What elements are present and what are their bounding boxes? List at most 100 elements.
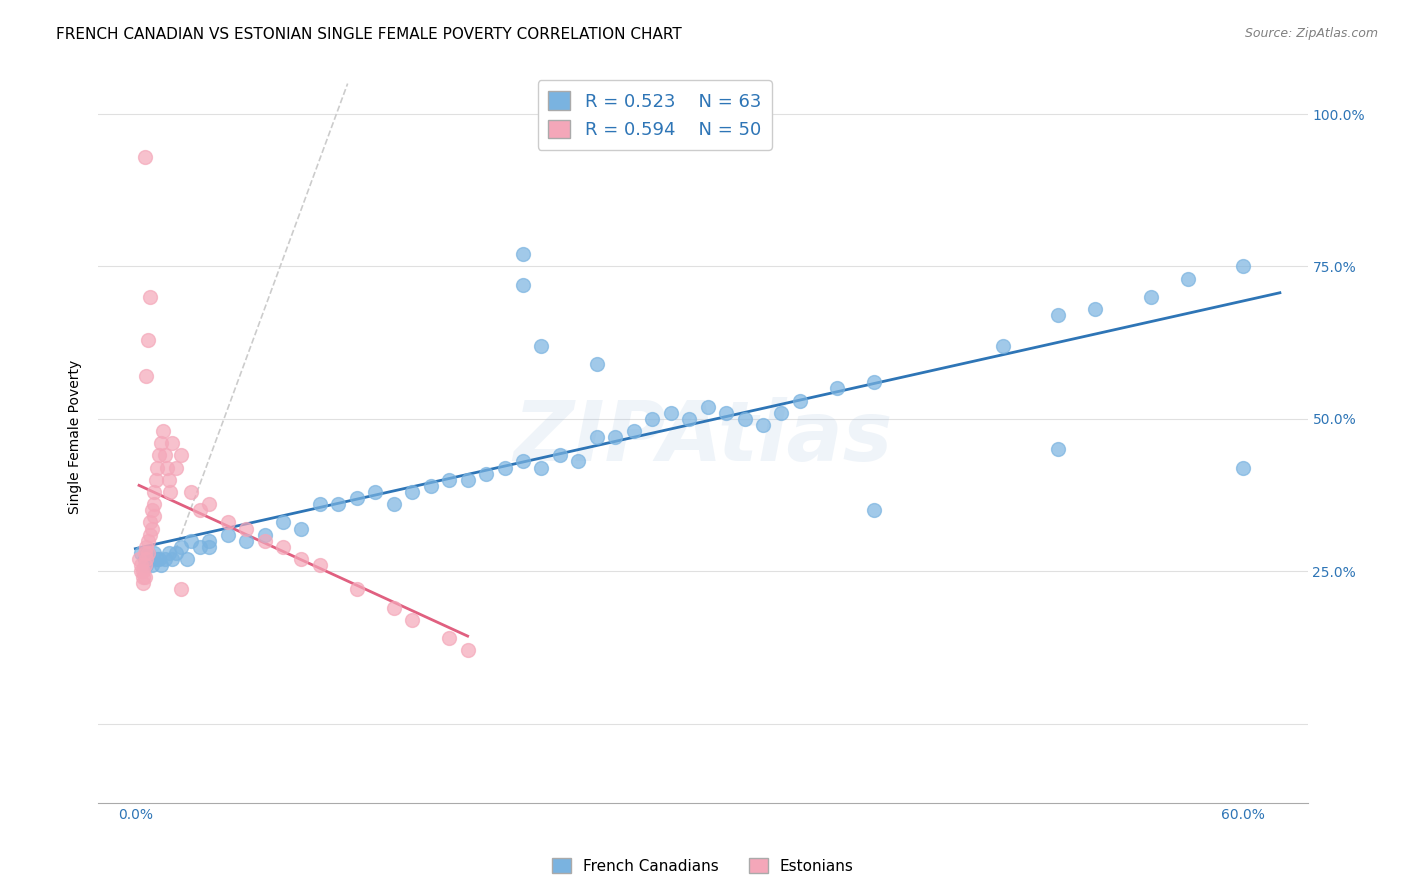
Point (128, 552, 150, 566)
Point (148, 552, 170, 566)
Point (862, 376, 884, 390)
Point (475, 467, 498, 481)
Point (271, 516, 294, 530)
Point (132, 564, 155, 578)
Point (162, 552, 184, 566)
Point (136, 546, 159, 560)
Point (862, 503, 884, 517)
Point (170, 582, 193, 597)
Point (132, 576, 155, 591)
Point (139, 552, 162, 566)
Point (150, 558, 173, 573)
Point (512, 247, 534, 261)
Point (198, 497, 221, 511)
Point (139, 516, 162, 530)
Point (586, 430, 609, 444)
Point (328, 497, 350, 511)
Point (217, 516, 239, 530)
Point (132, 570, 155, 584)
Point (1084, 301, 1107, 317)
Point (162, 436, 184, 450)
Point (136, 533, 159, 548)
Point (991, 339, 1014, 353)
Point (641, 412, 664, 426)
Point (135, 558, 157, 573)
Point (567, 454, 589, 468)
Text: Source: ZipAtlas.com: Source: ZipAtlas.com (1244, 27, 1378, 40)
Point (146, 460, 169, 475)
Point (494, 460, 516, 475)
Point (1139, 290, 1161, 304)
Point (180, 485, 202, 500)
Point (217, 527, 239, 541)
Point (135, 540, 157, 554)
Point (419, 479, 441, 493)
Text: ZIPAtlas: ZIPAtlas (513, 397, 893, 477)
Point (714, 406, 737, 420)
Point (235, 533, 257, 548)
Point (148, 449, 170, 463)
Point (198, 533, 221, 548)
Point (271, 540, 294, 554)
Point (134, 552, 156, 566)
Legend: French Canadians, Estonians: French Canadians, Estonians (547, 852, 859, 880)
Point (530, 339, 553, 353)
Point (141, 503, 163, 517)
Point (165, 460, 187, 475)
Point (136, 546, 159, 560)
Point (235, 521, 257, 535)
Point (623, 424, 645, 438)
Point (139, 290, 162, 304)
Point (659, 406, 682, 420)
Point (145, 473, 167, 487)
Point (153, 552, 176, 566)
Point (253, 527, 276, 541)
Point (512, 454, 534, 468)
Point (129, 564, 152, 578)
Point (198, 540, 221, 554)
Point (129, 558, 152, 573)
Point (156, 460, 179, 475)
Point (253, 533, 276, 548)
Point (290, 552, 312, 566)
Point (136, 333, 159, 347)
Point (1232, 260, 1254, 274)
Point (586, 357, 609, 371)
Point (678, 412, 700, 426)
Point (696, 400, 718, 414)
Point (825, 381, 848, 395)
Point (605, 430, 627, 444)
Point (135, 552, 157, 566)
Point (188, 503, 211, 517)
Legend: R = 0.523    N = 63, R = 0.594    N = 50: R = 0.523 N = 63, R = 0.594 N = 50 (537, 80, 772, 150)
Point (159, 485, 181, 500)
Point (142, 509, 165, 524)
Point (129, 546, 152, 560)
Point (346, 491, 368, 505)
Point (141, 521, 163, 535)
Point (146, 552, 169, 566)
Point (346, 582, 368, 597)
Point (152, 424, 174, 438)
Point (188, 540, 211, 554)
Point (789, 393, 811, 408)
Point (134, 570, 156, 584)
Point (157, 473, 180, 487)
Point (437, 632, 460, 646)
Point (401, 485, 423, 500)
Point (512, 277, 534, 292)
Point (309, 558, 332, 573)
Point (142, 497, 165, 511)
Point (290, 521, 312, 535)
Point (165, 546, 187, 560)
Point (170, 540, 193, 554)
Point (1047, 442, 1070, 457)
Point (309, 497, 332, 511)
Point (401, 613, 423, 627)
Point (548, 449, 571, 463)
Point (142, 485, 165, 500)
Point (364, 485, 387, 500)
Point (382, 497, 405, 511)
Point (1232, 460, 1254, 475)
Point (176, 552, 198, 566)
